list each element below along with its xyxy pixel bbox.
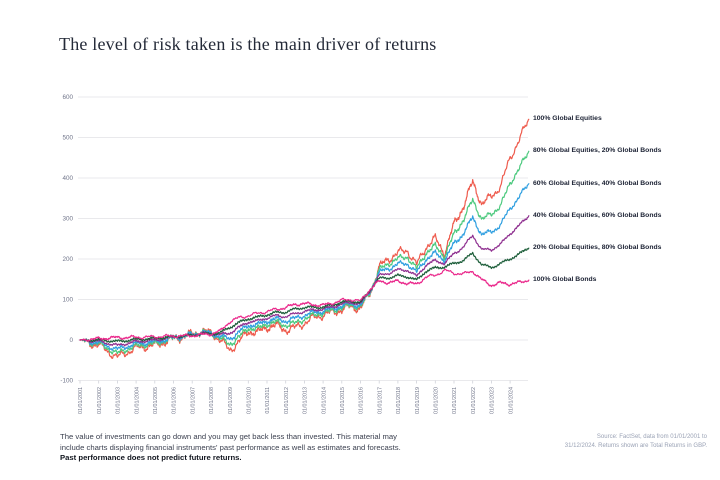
x-tick-label: 01/01/2015 [340, 387, 346, 414]
x-tick-label: 01/01/2008 [209, 387, 215, 414]
x-tick-label: 01/01/2023 [490, 387, 496, 414]
series-line-3 [79, 215, 530, 347]
legend-label-5: 100% Global Bonds [533, 276, 597, 284]
x-tick-label: 01/01/2020 [434, 387, 440, 414]
y-tick-label: 400 [62, 175, 73, 182]
disclaimer-text: The value of investments can go down and… [60, 432, 480, 464]
x-tick-label: 01/01/2011 [265, 387, 271, 414]
disclaimer-bold-line: Past performance does not predict future… [60, 453, 242, 462]
legend-label-4: 20% Global Equities, 80% Global Bonds [533, 244, 662, 252]
y-tick-label: 600 [62, 94, 73, 101]
x-tick-label: 01/01/2021 [452, 387, 458, 414]
y-tick-label: 0 [69, 337, 73, 344]
series-line-2 [79, 183, 530, 351]
x-tick-label: 01/01/2022 [471, 387, 477, 414]
series-line-0 [79, 118, 530, 359]
source-line-2: 31/12/2024. Returns shown are Total Retu… [564, 442, 707, 449]
y-tick-label: 200 [62, 256, 73, 263]
x-tick-label: 01/01/2014 [321, 387, 327, 414]
series-line-4 [79, 247, 530, 343]
x-tick-label: 01/01/2002 [97, 387, 103, 414]
x-tick-label: 01/01/2006 [172, 387, 178, 414]
legend-label-2: 60% Global Equities, 40% Global Bonds [533, 179, 662, 187]
x-tick-label: 01/01/2009 [228, 387, 234, 414]
x-tick-label: 01/01/2024 [508, 387, 514, 414]
x-tick-label: 01/01/2004 [134, 387, 140, 414]
x-tick-label: 01/01/2016 [359, 387, 365, 414]
x-tick-label: 01/01/2005 [153, 387, 159, 414]
disclaimer-line-1: The value of investments can go down and… [60, 432, 398, 441]
page-title: The level of risk taken is the main driv… [59, 34, 437, 54]
x-tick-label: 01/01/2001 [78, 387, 84, 414]
x-tick-label: 01/01/2007 [190, 387, 196, 414]
x-tick-label: 01/01/2018 [396, 387, 402, 414]
y-tick-label: 300 [62, 216, 73, 223]
legend-label-1: 80% Global Equities, 20% Global Bonds [533, 147, 662, 155]
y-tick-label: 500 [62, 135, 73, 142]
y-tick-label: -100 [60, 378, 73, 385]
x-tick-label: 01/01/2019 [415, 387, 421, 414]
source-note: Source: FactSet, data from 01/01/2001 to… [565, 433, 707, 450]
source-line-1: Source: FactSet, data from 01/01/2001 to [596, 434, 707, 440]
x-tick-label: 01/01/2017 [377, 387, 383, 414]
x-tick-label: 01/01/2013 [303, 387, 309, 414]
x-tick-label: 01/01/2012 [284, 387, 290, 414]
legend-label-3: 40% Global Equities, 60% Global Bonds [533, 211, 662, 219]
disclaimer-line-2: include charts displaying financial inst… [60, 442, 401, 452]
x-tick-label: 01/01/2010 [247, 387, 253, 414]
series-line-1 [79, 150, 530, 355]
y-tick-label: 100 [62, 297, 73, 304]
x-tick-label: 01/01/2003 [116, 387, 122, 414]
legend-label-0: 100% Global Equities [533, 115, 602, 123]
series-line-5 [79, 268, 530, 342]
